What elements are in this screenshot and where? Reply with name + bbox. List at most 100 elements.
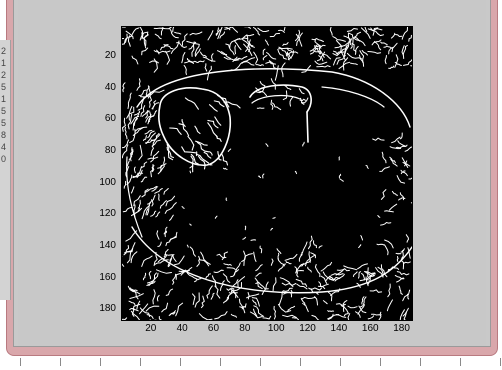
edge-stroke	[252, 299, 257, 306]
edge-stroke	[367, 276, 371, 285]
edge-stroke	[150, 143, 155, 156]
edge-stroke	[277, 257, 285, 267]
left-strip-char: 5	[1, 82, 7, 92]
edge-stroke	[186, 244, 189, 248]
edge-stroke	[301, 65, 311, 73]
edge-stroke	[133, 110, 140, 116]
edge-stroke	[149, 89, 165, 96]
edge-stroke	[270, 258, 274, 266]
edge-stroke	[216, 94, 230, 108]
ruler-tick	[100, 358, 101, 366]
edge-stroke	[126, 174, 133, 185]
edge-stroke	[130, 186, 135, 194]
ruler-tick	[300, 358, 301, 366]
edge-stroke	[194, 43, 200, 57]
edge-stroke	[234, 45, 236, 55]
edge-stroke	[294, 29, 301, 42]
edge-stroke	[152, 289, 156, 305]
edge-stroke	[390, 32, 396, 39]
edge-stroke	[284, 253, 298, 261]
edge-stroke	[139, 307, 151, 317]
edge-stroke	[402, 44, 408, 56]
edge-stroke	[342, 300, 348, 312]
edge-stroke	[389, 156, 398, 167]
edge-stroke	[361, 50, 368, 56]
edge-stroke	[122, 139, 129, 149]
edge-stroke	[220, 280, 225, 291]
edge-stroke	[283, 27, 286, 31]
edge-stroke	[268, 60, 279, 70]
edge-stroke	[233, 56, 248, 61]
edge-stroke	[270, 78, 276, 90]
edge-stroke	[184, 60, 198, 64]
edge-stroke	[146, 202, 151, 216]
edge-stroke	[181, 206, 185, 209]
edge-stroke	[205, 318, 213, 320]
edge-stroke	[141, 188, 149, 198]
edge-stroke	[404, 146, 412, 152]
edge-stroke	[147, 156, 159, 160]
edge-stroke	[166, 144, 174, 161]
edge-stroke	[338, 61, 351, 70]
edge-stroke	[265, 143, 269, 147]
edge-stroke	[163, 43, 174, 50]
image-axes[interactable]	[121, 26, 413, 321]
edge-stroke	[390, 158, 396, 164]
edge-stroke	[181, 33, 188, 46]
edge-stroke	[145, 208, 149, 216]
edge-stroke	[232, 279, 239, 287]
edge-stroke	[309, 287, 322, 291]
edge-stroke	[174, 31, 182, 35]
edge-stroke	[276, 248, 282, 254]
edge-stroke	[395, 252, 402, 255]
edge-stroke	[141, 110, 149, 117]
edge-stroke	[165, 50, 171, 65]
edge-stroke	[126, 156, 143, 238]
x-tick-label: 180	[393, 323, 410, 334]
edge-stroke	[383, 45, 392, 49]
y-tick-label: 40	[104, 81, 116, 93]
edge-stroke	[133, 166, 136, 174]
ruler-tick	[20, 358, 21, 366]
edge-stroke	[291, 317, 299, 320]
bottom-ruler	[0, 356, 502, 370]
edge-stroke	[361, 273, 365, 281]
edge-stroke	[129, 151, 133, 162]
edge-stroke	[136, 169, 143, 179]
edge-stroke	[281, 287, 293, 294]
edge-stroke	[165, 288, 174, 296]
edge-stroke	[269, 32, 281, 38]
edge-stroke	[122, 37, 128, 45]
edge-stroke	[140, 105, 146, 117]
edge-stroke	[318, 245, 323, 249]
edge-stroke	[381, 151, 387, 164]
edge-stroke	[224, 27, 238, 33]
y-tick-label: 100	[99, 176, 116, 188]
edge-stroke	[316, 51, 326, 62]
edge-stroke	[335, 268, 345, 276]
edge-stroke	[241, 61, 255, 66]
edge-stroke	[145, 132, 156, 144]
edge-stroke	[377, 266, 384, 277]
edge-stroke	[307, 266, 312, 273]
edge-stroke	[389, 146, 402, 150]
edge-stroke	[365, 164, 369, 169]
edge-stroke	[407, 247, 411, 259]
left-panel-strip: 2 1 2 5 1 5 5 8 4 0	[0, 40, 11, 300]
edge-stroke	[214, 215, 218, 219]
edge-stroke	[265, 61, 276, 65]
edge-stroke	[380, 264, 388, 278]
edge-stroke	[158, 193, 160, 201]
edge-stroke	[338, 173, 342, 179]
edge-stroke	[243, 43, 253, 57]
edge-stroke	[289, 96, 294, 107]
edge-stroke	[327, 291, 333, 302]
edge-stroke	[320, 261, 333, 272]
edge-stroke	[241, 303, 247, 310]
edge-stroke	[147, 130, 155, 139]
edge-stroke	[364, 27, 368, 32]
edge-stroke	[396, 271, 410, 276]
edge-stroke	[156, 269, 172, 274]
edge-stroke	[221, 51, 232, 59]
edge-stroke	[294, 170, 297, 175]
